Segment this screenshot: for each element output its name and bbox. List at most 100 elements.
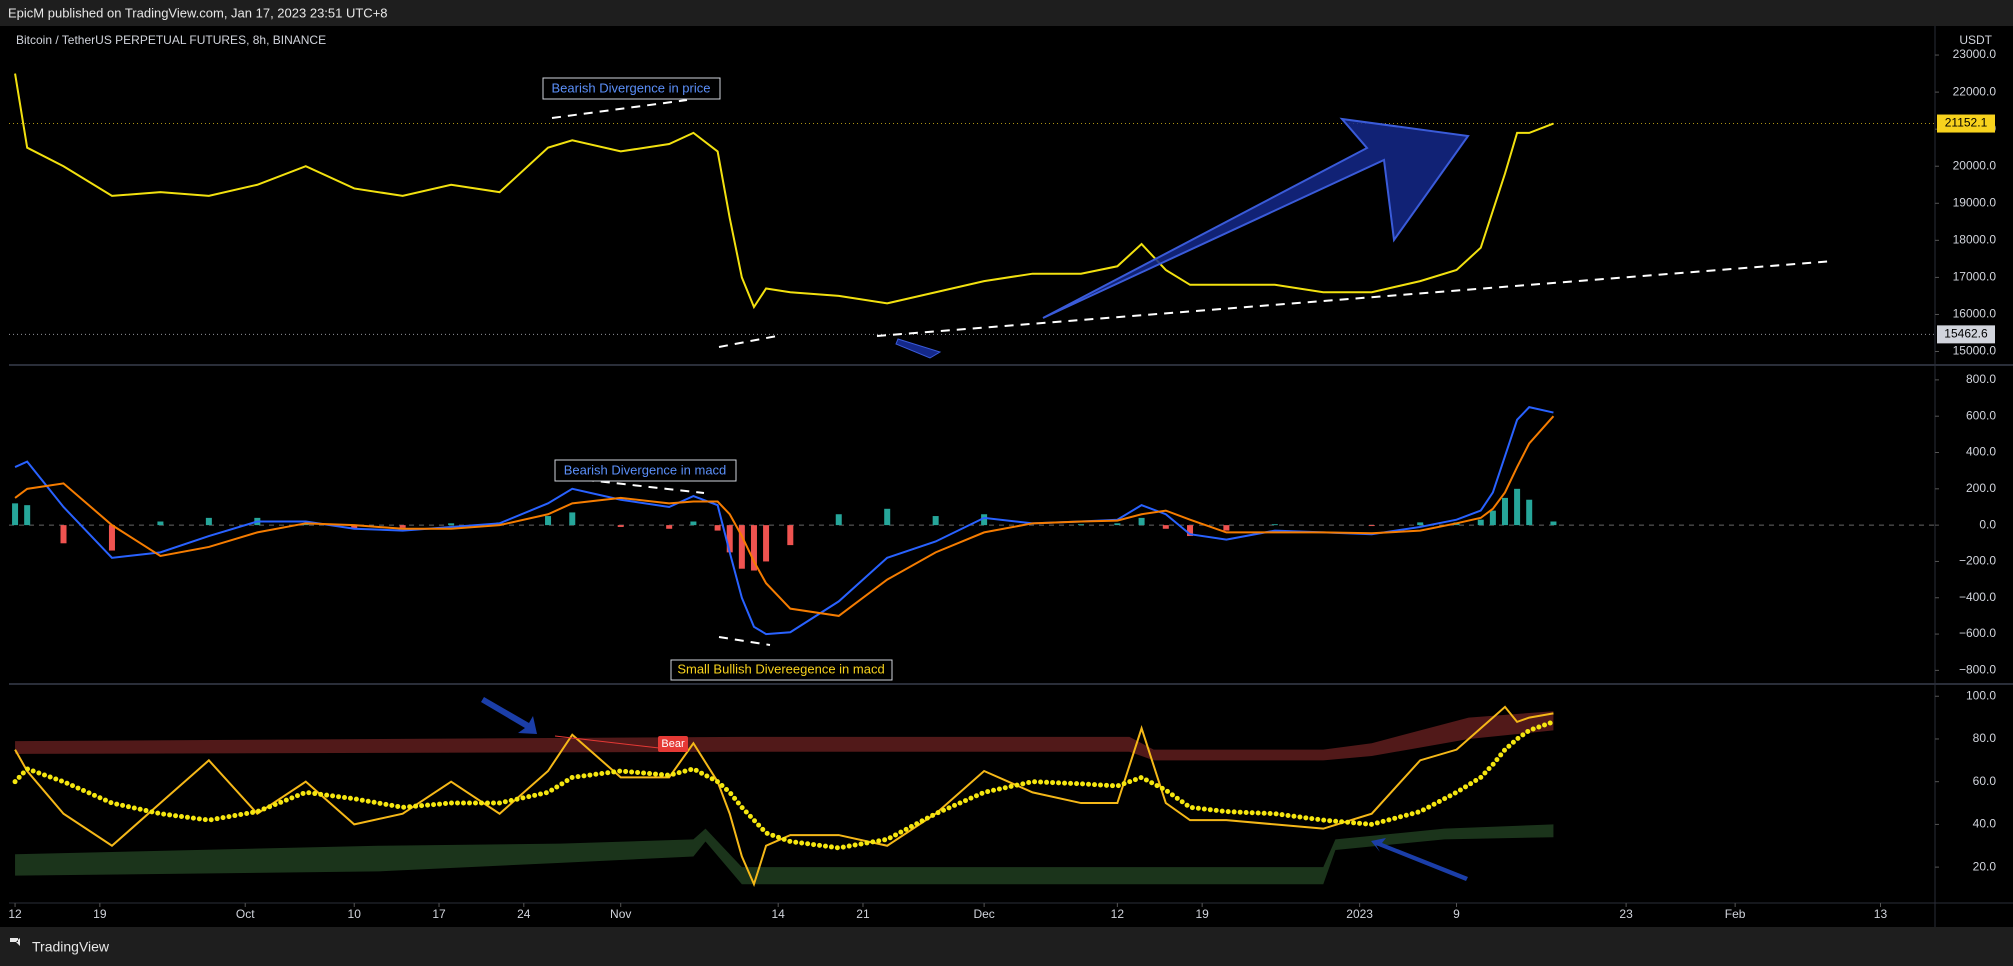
histogram-bar [1114,523,1121,526]
line [14,415,1555,617]
x-tick-label: 9 [1453,907,1460,921]
histogram-bar [738,525,745,569]
price-label-box [1937,325,1995,344]
annotation-box [670,659,893,681]
histogram-bar [1514,488,1521,526]
y-tick-label: 20.0 [1973,859,1997,873]
histogram-bar [714,525,721,531]
arrow [1371,838,1468,881]
histogram-bar [157,521,164,526]
histogram-bar [399,525,406,528]
brand-logo [10,938,20,946]
publisher: EpicM published on TradingView.com, Jan … [8,5,388,20]
y-tick-label: −600.0 [1959,626,1996,640]
histogram-bar [750,525,757,571]
drawings [481,99,1835,881]
histogram-bar [351,525,358,529]
histogram-bar [981,514,988,526]
band [15,824,1554,885]
band [15,711,1554,761]
pane [14,73,1554,310]
arrow [895,338,942,359]
x-tick-label: 24 [517,907,531,921]
x-tick-label: 14 [772,907,786,921]
x-tick-label: 12 [1111,907,1125,921]
symbol-title: Bitcoin / TetherUS PERPETUAL FUTURES, 8h… [16,33,326,47]
x-tick-label: 21 [856,907,870,921]
y-tick-label: 80.0 [1973,731,1997,745]
plot-layer: 15000.0 16000.0 17000.0 18000.0 19000.0 20000… [8,47,1996,921]
y-tick-label: 16000.0 [1953,307,1997,321]
x-tick-label: 2023 [1346,907,1373,921]
y-tick-label: 60.0 [1973,774,1997,788]
x-tick-label: Dec [973,907,994,921]
x-tick-label: 13 [1874,907,1888,921]
y-tick-label: −400.0 [1959,590,1996,604]
price-label-box [1937,114,1995,133]
x-tick-label: Feb [1725,907,1746,921]
histogram-bar [60,525,67,544]
trendline [718,636,771,646]
y-tick-label: 19000.0 [1953,195,1997,209]
histogram-bar [1223,525,1230,531]
histogram-bar [1550,521,1557,526]
x-tick-label: Nov [610,907,631,921]
histogram-bar [1417,522,1424,526]
histogram-bar [666,525,673,529]
pane [12,705,1556,888]
histogram-bar [569,512,576,526]
histogram-bar [1271,524,1278,526]
x-tick-label: 17 [432,907,446,921]
trendline [551,99,688,119]
dotted-line [12,719,1556,851]
y-tick-label: 23000.0 [1953,47,1997,61]
histogram-bar [1501,497,1508,526]
top-bar [0,0,2013,26]
y-tick-label: 0.0 [1979,517,1996,531]
x-tick-label: 23 [1619,907,1633,921]
divergence-line [554,735,669,750]
annotation: Small Bullish Divereegence in macd [677,661,884,676]
annotation-box [554,459,737,482]
histogram-bar [1138,517,1145,526]
brand: TradingView [32,939,110,955]
price-unit: USDT [1959,33,1992,47]
annotations: Bearish Divergence in price Bearish Dive… [542,77,893,752]
histogram-bar [787,525,794,546]
histogram-bar [545,516,552,526]
histogram-bar [835,514,842,526]
y-tick-label: 18000.0 [1953,233,1997,247]
histogram-bar [205,517,212,526]
histogram-bar [1489,510,1496,526]
histogram-bar [690,521,697,526]
histogram-bar [1477,519,1484,526]
y-tick-label: 400.0 [1966,445,1996,459]
y-tick-label: 40.0 [1973,817,1997,831]
pane [9,406,1935,636]
trendline [718,335,778,348]
histogram-bar [1368,525,1375,527]
annotation: Bearish Divergence in price [552,80,711,95]
histogram-bar [884,508,891,526]
histogram-bar [932,516,939,526]
annotation: Bear [661,738,685,750]
x-tick-label: 12 [8,907,22,921]
y-tick-label: 600.0 [1966,408,1996,422]
x-tick-label: 19 [93,907,107,921]
histogram-bar [12,503,19,526]
histogram-bar [1187,525,1194,537]
arrow [481,697,537,734]
price-label: 15462.6 [1944,327,1988,341]
y-tick-label: 100.0 [1966,688,1996,702]
histogram-bar [24,505,31,526]
annotation-box [542,77,721,100]
x-tick-label: 10 [348,907,362,921]
line [14,73,1554,310]
y-tick-label: 22000.0 [1953,84,1997,98]
bottom-bar [0,927,2013,966]
x-tick-label: Oct [236,907,255,921]
